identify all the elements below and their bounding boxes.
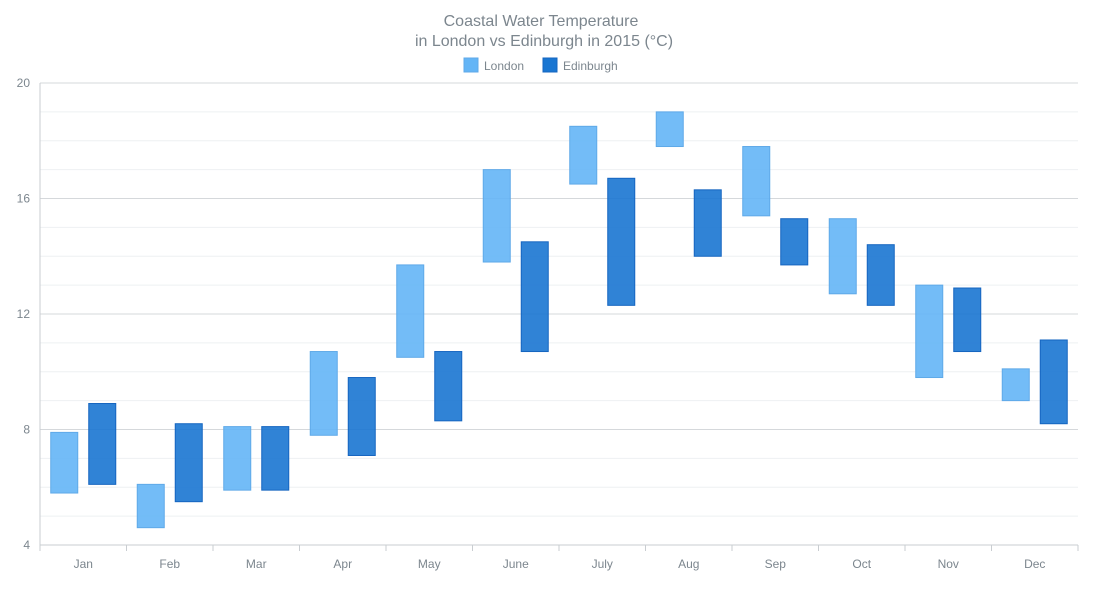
y-tick-label: 8 [23, 423, 30, 437]
x-tick-label: Nov [938, 557, 959, 571]
y-tick-label: 12 [17, 307, 31, 321]
range-bar-edinburgh-jan[interactable] [89, 404, 116, 485]
range-bar-london-mar[interactable] [224, 427, 251, 491]
range-bar-london-dec[interactable] [1002, 369, 1029, 401]
chart-subtitle: in London vs Edinburgh in 2015 (°C) [415, 33, 673, 50]
y-tick-label: 20 [17, 76, 31, 90]
range-bar-edinburgh-oct[interactable] [867, 245, 894, 306]
y-tick-label: 16 [17, 192, 31, 206]
x-tick-label: Oct [852, 557, 871, 571]
legend-item-london[interactable]: London [464, 58, 524, 73]
range-bar-london-aug[interactable] [656, 112, 683, 147]
x-tick-label: Mar [246, 557, 267, 571]
range-bar-edinburgh-feb[interactable] [175, 424, 202, 502]
legend-label-london: London [484, 59, 524, 73]
range-bar-london-feb[interactable] [137, 484, 164, 527]
x-tick-label: June [503, 557, 529, 571]
legend: London Edinburgh [464, 58, 618, 73]
x-tick-label: Feb [159, 557, 180, 571]
plot-area [51, 112, 1068, 528]
range-bar-edinburgh-apr[interactable] [348, 378, 375, 456]
range-bar-edinburgh-nov[interactable] [954, 288, 981, 352]
range-bar-edinburgh-sep[interactable] [781, 219, 808, 265]
x-tick-label: Jan [74, 557, 93, 571]
range-bar-london-oct[interactable] [829, 219, 856, 294]
legend-swatch-edinburgh [543, 58, 557, 72]
range-bar-london-nov[interactable] [916, 285, 943, 377]
range-bar-london-sep[interactable] [743, 147, 770, 216]
y-tick-label: 4 [23, 538, 30, 552]
range-bar-edinburgh-mar[interactable] [262, 427, 289, 491]
chart-title: Coastal Water Temperature [444, 13, 639, 30]
x-tick-label: July [592, 557, 613, 571]
x-tick-label: Apr [333, 557, 352, 571]
x-tick-label: Dec [1024, 557, 1045, 571]
range-bar-london-july[interactable] [570, 126, 597, 184]
range-bar-edinburgh-july[interactable] [608, 178, 635, 305]
range-bar-edinburgh-june[interactable] [521, 242, 548, 352]
x-tick-label: Sep [765, 557, 787, 571]
range-bar-edinburgh-dec[interactable] [1040, 340, 1067, 424]
range-bar-edinburgh-may[interactable] [435, 352, 462, 421]
legend-swatch-london [464, 58, 478, 72]
range-bar-london-may[interactable] [397, 265, 424, 357]
x-tick-label: Aug [678, 557, 699, 571]
range-bar-london-jan[interactable] [51, 432, 78, 493]
legend-label-edinburgh: Edinburgh [563, 59, 618, 73]
range-bar-london-apr[interactable] [310, 352, 337, 436]
range-bar-edinburgh-aug[interactable] [694, 190, 721, 256]
legend-item-edinburgh[interactable]: Edinburgh [543, 58, 618, 73]
range-bar-london-june[interactable] [483, 170, 510, 262]
x-tick-label: May [418, 557, 441, 571]
